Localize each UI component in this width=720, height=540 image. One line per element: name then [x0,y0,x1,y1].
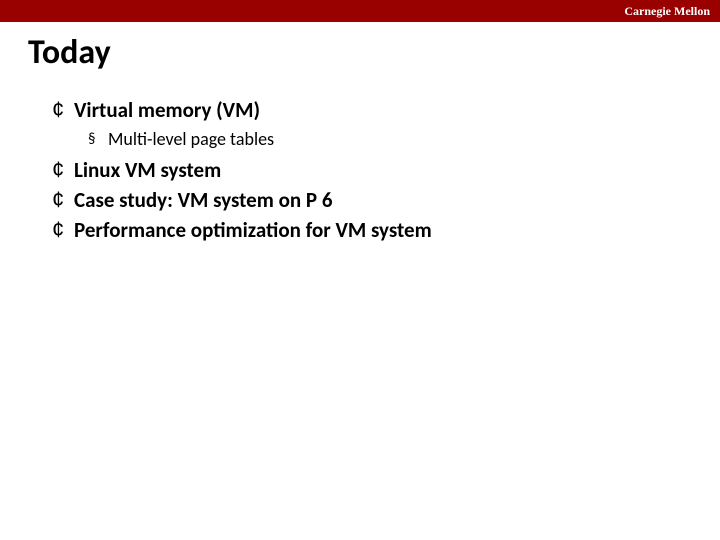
bullet-l1-marker: ¢ [52,157,74,183]
bullet-l1: ¢Virtual memory (VM) [52,97,720,123]
bullet-l1: ¢Linux VM system [52,157,720,183]
brand-label: Carnegie Mellon [624,4,710,19]
top-bar: Carnegie Mellon [0,0,720,22]
bullet-l1: ¢Case study: VM system on P 6 [52,187,720,213]
bullet-l1-text: Linux VM system [74,157,221,183]
bullet-l2: §Multi-level page tables [88,127,720,151]
bullet-l2-marker: § [88,127,108,151]
bullet-l2-text: Multi-level page tables [108,127,274,151]
bullet-l1-marker: ¢ [52,97,74,123]
slide-title: Today [0,22,720,91]
slide: Carnegie Mellon Today ¢Virtual memory (V… [0,0,720,540]
bullet-l1: ¢Performance optimization for VM system [52,217,720,243]
bullet-l1-text: Performance optimization for VM system [74,217,432,243]
bullet-l1-marker: ¢ [52,187,74,213]
bullet-l1-text: Virtual memory (VM) [74,97,260,123]
bullet-l1-marker: ¢ [52,217,74,243]
sub-bullets: §Multi-level page tables [52,127,720,151]
content-area: ¢Virtual memory (VM)§Multi-level page ta… [0,91,720,243]
bullet-l1-text: Case study: VM system on P 6 [74,187,332,213]
